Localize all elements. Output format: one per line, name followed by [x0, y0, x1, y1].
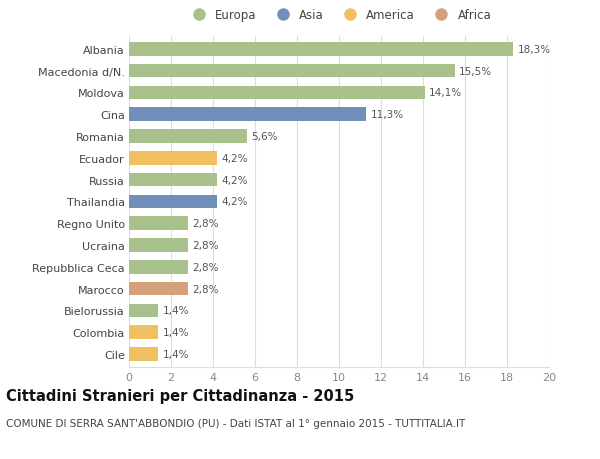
Bar [129, 130, 247, 144]
Text: 2,8%: 2,8% [192, 262, 218, 272]
Text: 4,2%: 4,2% [221, 175, 248, 185]
Bar [129, 174, 217, 187]
Bar [129, 86, 425, 100]
Bar [129, 239, 188, 252]
Bar [129, 304, 158, 318]
Bar [129, 347, 158, 361]
Bar [129, 217, 188, 230]
Bar [129, 195, 217, 209]
Text: 1,4%: 1,4% [163, 306, 189, 316]
Bar [129, 108, 366, 122]
Text: Cittadini Stranieri per Cittadinanza - 2015: Cittadini Stranieri per Cittadinanza - 2… [6, 388, 354, 403]
Bar [129, 43, 513, 56]
Bar [129, 260, 188, 274]
Bar [129, 152, 217, 165]
Text: 11,3%: 11,3% [371, 110, 404, 120]
Bar [129, 282, 188, 296]
Bar [129, 326, 158, 339]
Text: 1,4%: 1,4% [163, 327, 189, 337]
Text: 15,5%: 15,5% [459, 67, 492, 77]
Text: 4,2%: 4,2% [221, 153, 248, 163]
Text: 2,8%: 2,8% [192, 284, 218, 294]
Text: 14,1%: 14,1% [430, 88, 463, 98]
Text: COMUNE DI SERRA SANT'ABBONDIO (PU) - Dati ISTAT al 1° gennaio 2015 - TUTTITALIA.: COMUNE DI SERRA SANT'ABBONDIO (PU) - Dat… [6, 418, 465, 428]
Text: 18,3%: 18,3% [517, 45, 551, 55]
Text: 4,2%: 4,2% [221, 197, 248, 207]
Legend: Europa, Asia, America, Africa: Europa, Asia, America, Africa [184, 6, 494, 24]
Text: 5,6%: 5,6% [251, 132, 277, 142]
Text: 1,4%: 1,4% [163, 349, 189, 359]
Bar [129, 65, 455, 78]
Text: 2,8%: 2,8% [192, 218, 218, 229]
Text: 2,8%: 2,8% [192, 241, 218, 251]
